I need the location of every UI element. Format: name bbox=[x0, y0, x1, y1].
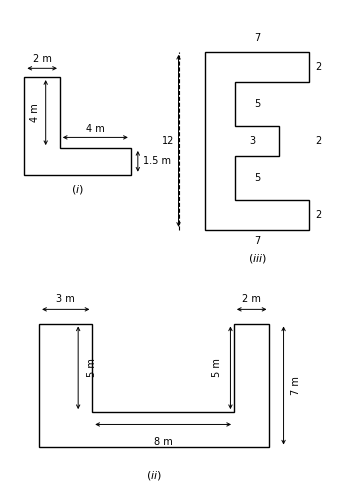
Text: $(iii)$: $(iii)$ bbox=[248, 252, 267, 265]
Text: 4 m: 4 m bbox=[30, 103, 40, 122]
Text: 7 m: 7 m bbox=[291, 376, 301, 395]
Text: 7: 7 bbox=[254, 33, 260, 43]
Text: 2: 2 bbox=[315, 136, 321, 146]
Text: 3 m: 3 m bbox=[56, 294, 75, 304]
Text: 5 m: 5 m bbox=[212, 358, 222, 377]
Text: $(ii)$: $(ii)$ bbox=[146, 469, 162, 482]
Text: 2 m: 2 m bbox=[242, 294, 261, 304]
Text: $(i)$: $(i)$ bbox=[71, 184, 84, 197]
Text: 1.5 m: 1.5 m bbox=[143, 156, 171, 166]
Text: 2: 2 bbox=[315, 210, 321, 220]
Text: 2: 2 bbox=[315, 62, 321, 72]
Text: 5: 5 bbox=[254, 99, 260, 109]
Text: 2 m: 2 m bbox=[33, 54, 52, 64]
Text: 8 m: 8 m bbox=[154, 437, 172, 447]
Text: 5: 5 bbox=[254, 173, 260, 183]
Text: 7: 7 bbox=[254, 236, 260, 245]
Text: 3: 3 bbox=[250, 136, 256, 146]
Text: 5 m: 5 m bbox=[87, 358, 97, 377]
Text: 12: 12 bbox=[162, 136, 174, 146]
Text: 4 m: 4 m bbox=[86, 124, 105, 134]
